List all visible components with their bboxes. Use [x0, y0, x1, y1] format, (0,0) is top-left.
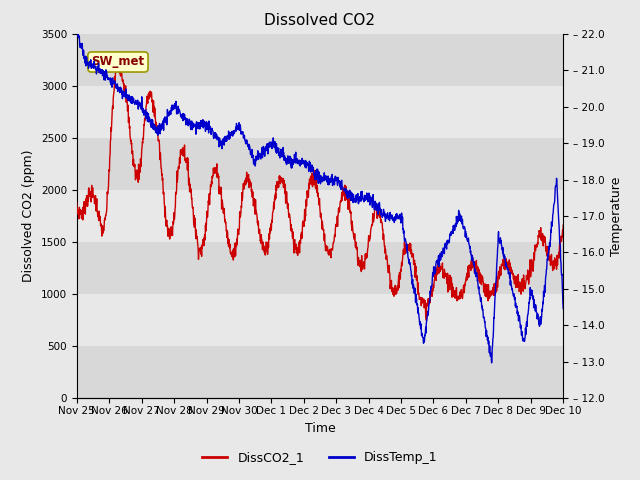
Y-axis label: Temperature: Temperature: [610, 176, 623, 256]
Bar: [77, 138, 563, 190]
Bar: [77, 86, 563, 138]
Bar: [77, 242, 563, 294]
Bar: [77, 346, 563, 398]
Title: Dissolved CO2: Dissolved CO2: [264, 13, 376, 28]
Bar: [77, 34, 563, 86]
Bar: [77, 294, 563, 346]
X-axis label: Time: Time: [305, 421, 335, 434]
Bar: [77, 190, 563, 242]
Y-axis label: Dissolved CO2 (ppm): Dissolved CO2 (ppm): [22, 150, 35, 282]
Text: SW_met: SW_met: [92, 56, 145, 69]
Legend: DissCO2_1, DissTemp_1: DissCO2_1, DissTemp_1: [197, 446, 443, 469]
